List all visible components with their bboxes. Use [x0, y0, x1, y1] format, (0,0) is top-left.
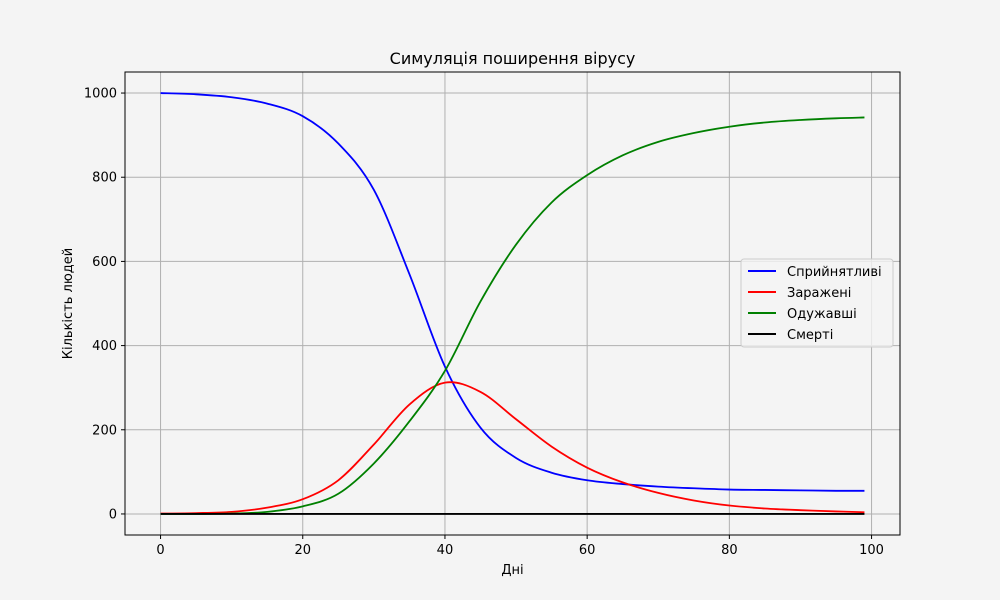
x-tick-label: 0 — [156, 543, 164, 558]
legend-label: Смерті — [787, 328, 833, 343]
series-line — [160, 116, 865, 515]
chart-title: Симуляція поширення вірусу — [390, 49, 636, 68]
series-lines — [160, 92, 865, 515]
y-axis: 0 200 400 600 800 1000 — [84, 87, 125, 522]
y-tick-label: 800 — [92, 171, 117, 186]
legend-label: Сприйнятливі — [787, 265, 882, 280]
plot-frame — [124, 71, 901, 536]
x-tick-label: 20 — [294, 543, 311, 558]
x-tick-label: 40 — [437, 543, 454, 558]
y-tick-label: 1000 — [84, 87, 117, 102]
y-tick-label: 200 — [92, 423, 117, 438]
y-tick-label: 0 — [109, 507, 117, 522]
series-line — [160, 381, 865, 515]
x-tick-label: 100 — [859, 543, 884, 558]
y-tick-label: 400 — [92, 339, 117, 354]
y-axis-label: Кількість людей — [61, 248, 76, 359]
series-line — [160, 92, 865, 492]
x-axis-label: Дні — [501, 563, 523, 578]
x-axis: 0 20 40 60 80 100 — [156, 535, 884, 558]
y-tick-label: 600 — [92, 255, 117, 270]
x-tick-label: 80 — [721, 543, 738, 558]
legend: Сприйнятливі Заражені Одужавші Смерті — [740, 258, 894, 348]
x-tick-label: 60 — [579, 543, 596, 558]
legend-label: Заражені — [787, 286, 851, 301]
legend-box — [740, 258, 894, 348]
legend-label: Одужавші — [787, 307, 857, 322]
